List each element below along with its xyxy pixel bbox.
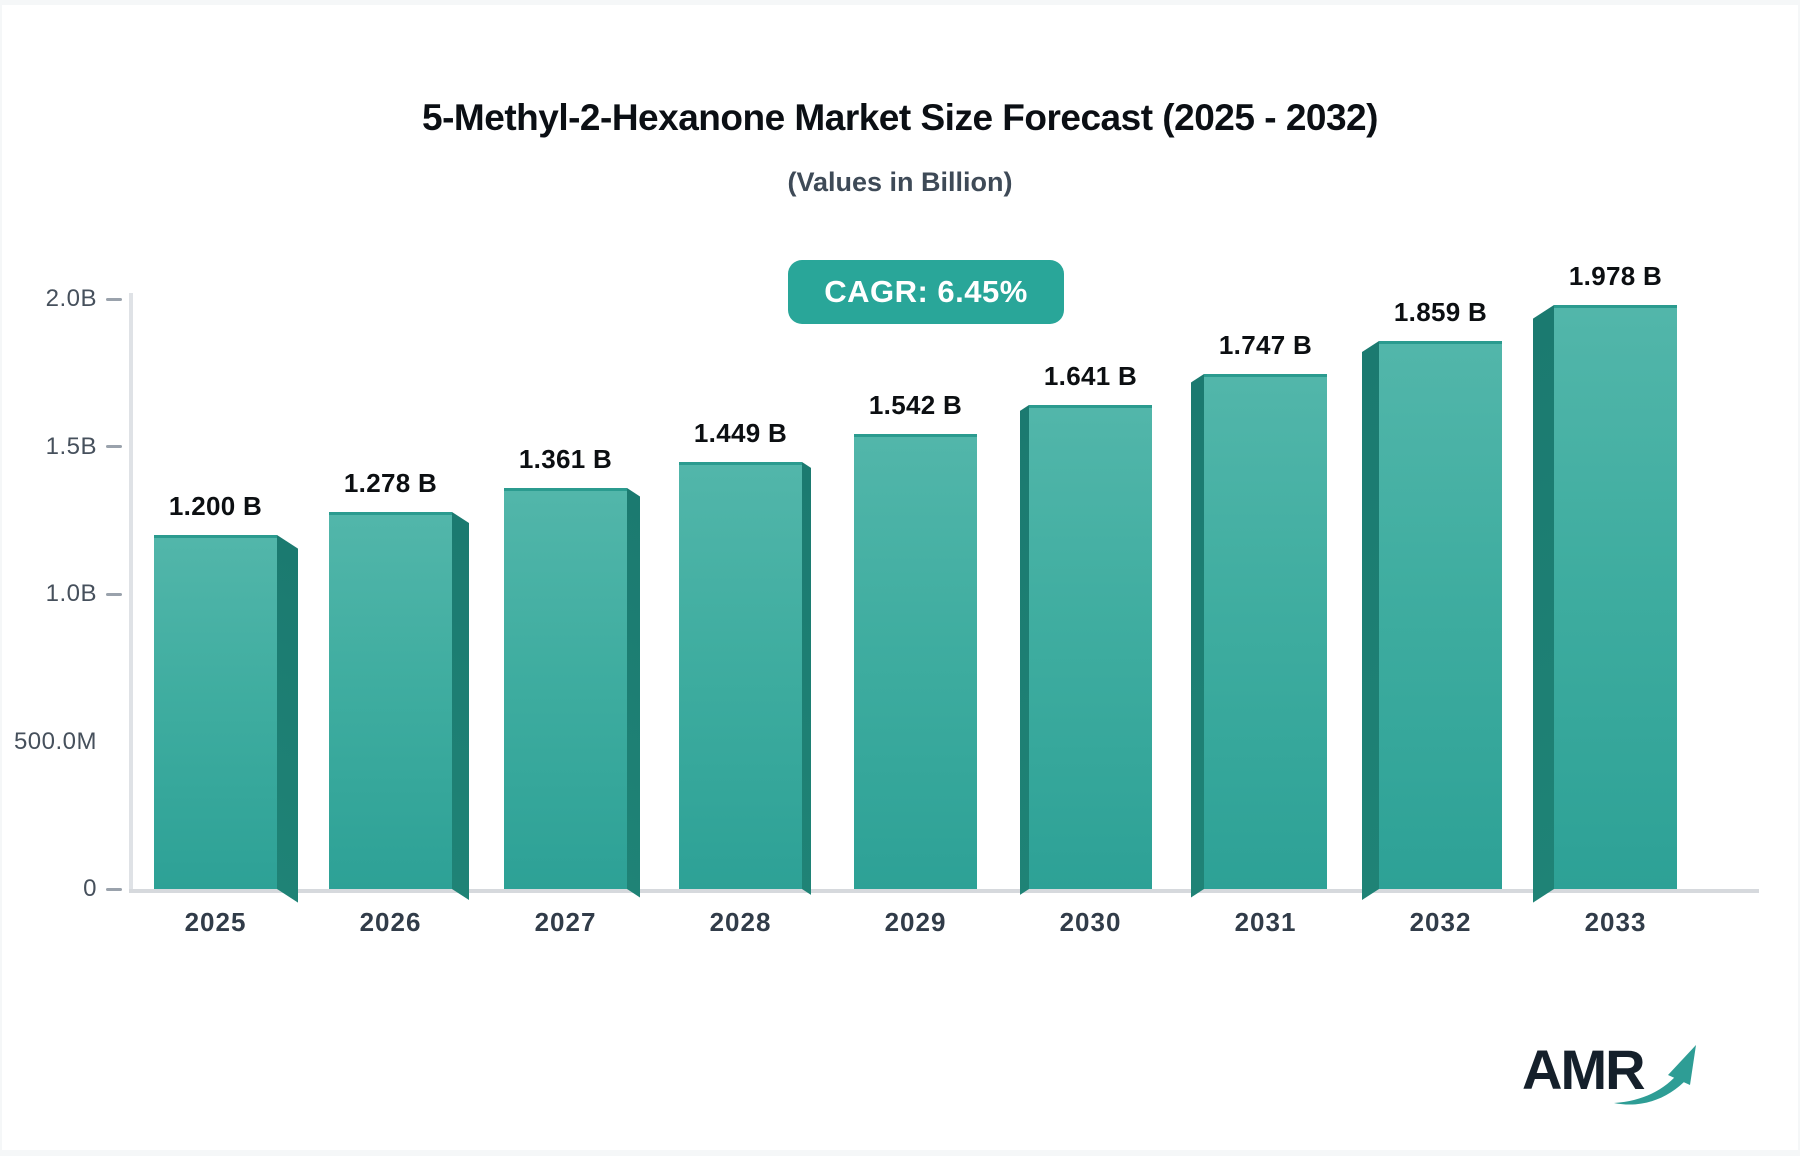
y-tick: 2.0B bbox=[2, 285, 122, 312]
y-tick-label: 0 bbox=[83, 875, 97, 902]
y-tick: 500.0M bbox=[2, 727, 122, 755]
bar-2025[interactable]: 1.200 B bbox=[154, 491, 298, 903]
bar-2031[interactable]: 1.747 B bbox=[1191, 330, 1327, 898]
bar-2028[interactable]: 1.449 B bbox=[679, 418, 811, 895]
bar-value-label: 1.641 B bbox=[1043, 361, 1138, 391]
y-tick-label: 1.5B bbox=[45, 432, 97, 460]
bar-2033[interactable]: 1.978 B bbox=[1533, 261, 1677, 903]
x-axis-label-2031: 2031 bbox=[1234, 907, 1297, 937]
bar-face[interactable] bbox=[1554, 305, 1677, 889]
bar-face[interactable] bbox=[154, 535, 277, 889]
bar-2027[interactable]: 1.361 B bbox=[504, 444, 640, 898]
bar-face[interactable] bbox=[1029, 405, 1152, 889]
bar-value-label: 1.747 B bbox=[1218, 330, 1313, 360]
y-tick: 1.0B bbox=[2, 580, 122, 607]
bar-3d-side bbox=[1533, 305, 1554, 903]
bar-face[interactable] bbox=[329, 512, 452, 889]
bar-value-label: 1.542 B bbox=[868, 390, 963, 420]
bar-value-label: 1.361 B bbox=[518, 444, 613, 474]
bar-3d-side bbox=[1362, 341, 1379, 901]
bar-value-label: 1.859 B bbox=[1393, 297, 1488, 327]
chart-title: 5-Methyl-2-Hexanone Market Size Forecast… bbox=[422, 97, 1378, 138]
x-axis-label-2033: 2033 bbox=[1584, 907, 1647, 937]
x-axis-label-2028: 2028 bbox=[709, 907, 772, 937]
y-tick-label: 1.0B bbox=[45, 580, 97, 607]
bar-face[interactable] bbox=[1379, 341, 1502, 889]
amr-logo: AMR bbox=[1522, 1038, 1696, 1105]
bar-value-label: 1.200 B bbox=[168, 491, 263, 521]
y-tick-label: 2.0B bbox=[45, 285, 97, 312]
cagr-badge: CAGR: 6.45% bbox=[788, 260, 1064, 324]
bar-3d-side bbox=[277, 535, 298, 903]
y-tick: 0 bbox=[2, 875, 122, 902]
bar-face[interactable] bbox=[854, 434, 977, 889]
y-tick-label: 500.0M bbox=[13, 727, 97, 755]
bar-face[interactable] bbox=[504, 488, 627, 889]
x-axis-label-2029: 2029 bbox=[884, 907, 947, 937]
x-axis-label-2030: 2030 bbox=[1059, 907, 1122, 937]
bar-2026[interactable]: 1.278 B bbox=[329, 468, 469, 901]
bar-3d-side bbox=[1020, 405, 1029, 895]
x-axis-label-2025: 2025 bbox=[184, 907, 247, 937]
growth-arrow-icon bbox=[1614, 1045, 1696, 1105]
bar-2030[interactable]: 1.641 B bbox=[1020, 361, 1152, 895]
chart-card: 5-Methyl-2-Hexanone Market Size Forecast… bbox=[2, 5, 1798, 1150]
bar-face[interactable] bbox=[679, 462, 802, 889]
y-tick-dash bbox=[106, 887, 122, 891]
x-axis-label-2027: 2027 bbox=[534, 907, 597, 937]
y-axis-line bbox=[129, 293, 133, 891]
bar-3d-side bbox=[627, 488, 640, 898]
y-tick-dash bbox=[106, 592, 122, 596]
bar-2032[interactable]: 1.859 B bbox=[1362, 297, 1502, 901]
x-axis-line bbox=[129, 889, 1759, 893]
x-axis-label-2026: 2026 bbox=[359, 907, 422, 937]
bar-value-label: 1.278 B bbox=[343, 468, 438, 498]
bar-3d-side bbox=[452, 512, 469, 901]
y-tick-dash bbox=[106, 297, 122, 301]
chart-subtitle: (Values in Billion) bbox=[787, 167, 1013, 197]
bar-face[interactable] bbox=[1204, 374, 1327, 889]
bar-3d-side bbox=[802, 462, 811, 895]
y-tick: 1.5B bbox=[2, 432, 122, 460]
amr-logo-text: AMR bbox=[1522, 1038, 1645, 1101]
x-axis-label-2032: 2032 bbox=[1409, 907, 1472, 937]
bar-value-label: 1.449 B bbox=[693, 418, 788, 448]
bar-3d-side bbox=[1191, 374, 1204, 898]
y-tick-dash bbox=[106, 445, 122, 448]
bar-2029[interactable]: 1.542 B bbox=[854, 390, 977, 889]
bar-value-label: 1.978 B bbox=[1568, 261, 1663, 291]
